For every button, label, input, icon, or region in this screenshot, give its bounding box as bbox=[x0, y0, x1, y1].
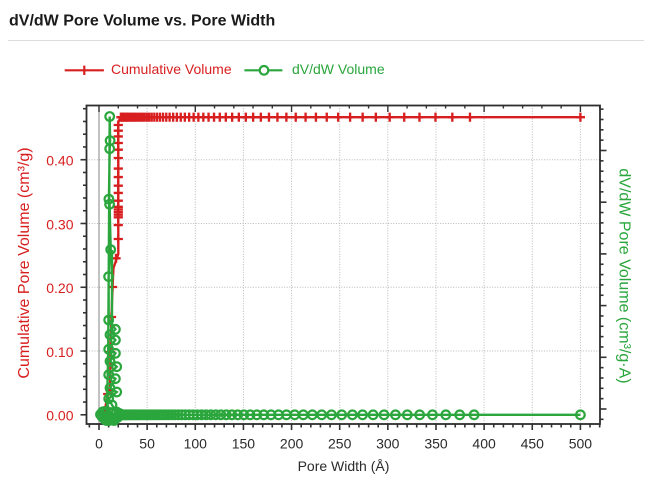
svg-text:300: 300 bbox=[376, 436, 400, 452]
svg-text:500: 500 bbox=[569, 436, 593, 452]
svg-text:50: 50 bbox=[139, 436, 155, 452]
svg-text:0.30: 0.30 bbox=[46, 216, 73, 232]
svg-text:Cumulative Volume: Cumulative Volume bbox=[111, 61, 232, 77]
svg-text:250: 250 bbox=[328, 436, 352, 452]
svg-text:450: 450 bbox=[521, 436, 545, 452]
svg-text:dV/dW Pore Volume (cm³/g·A): dV/dW Pore Volume (cm³/g·A) bbox=[616, 168, 633, 383]
svg-text:200: 200 bbox=[280, 436, 304, 452]
svg-text:150: 150 bbox=[232, 436, 256, 452]
svg-text:400: 400 bbox=[472, 436, 496, 452]
svg-text:0.00: 0.00 bbox=[46, 408, 73, 424]
svg-text:dV/dW Volume: dV/dW Volume bbox=[292, 61, 385, 77]
svg-text:0.20: 0.20 bbox=[46, 280, 73, 296]
svg-text:100: 100 bbox=[184, 436, 208, 452]
svg-text:0.40: 0.40 bbox=[46, 153, 73, 169]
svg-text:350: 350 bbox=[424, 436, 448, 452]
svg-text:0.10: 0.10 bbox=[46, 344, 73, 360]
svg-text:0: 0 bbox=[95, 436, 103, 452]
svg-text:Pore Width (Å): Pore Width (Å) bbox=[298, 458, 390, 474]
svg-text:dV/dW Pore Volume vs. Pore Wid: dV/dW Pore Volume vs. Pore Width bbox=[9, 13, 275, 30]
svg-text:Cumulative Pore Volume (cm³/g): Cumulative Pore Volume (cm³/g) bbox=[16, 147, 33, 378]
